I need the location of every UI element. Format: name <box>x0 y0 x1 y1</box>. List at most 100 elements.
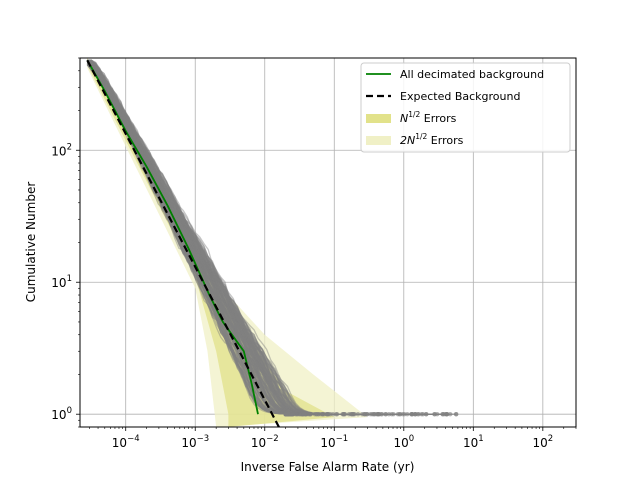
trial-curve <box>86 61 292 415</box>
x-tick-label: 101 <box>463 434 484 450</box>
trial-curve <box>87 59 304 415</box>
main-series <box>86 59 280 428</box>
trial-curve <box>86 63 379 415</box>
trial-endpoint <box>432 412 437 417</box>
trial-curve <box>86 59 304 415</box>
trial-curve <box>87 59 288 415</box>
trial-endpoint <box>383 412 388 417</box>
trial-curve <box>86 60 288 415</box>
trial-endpoint <box>376 412 382 417</box>
trial-curve <box>87 60 311 415</box>
trial-endpoint <box>341 412 346 417</box>
trial-curve <box>86 59 288 415</box>
trial-curve <box>87 63 290 415</box>
trial-curve <box>87 60 294 415</box>
trial-curve <box>86 64 346 415</box>
trial-curve <box>86 59 383 415</box>
trial-curve <box>87 59 424 415</box>
trial-curve <box>86 59 287 415</box>
trial-curve <box>86 62 311 415</box>
trial-curve <box>86 59 327 415</box>
trial-curve <box>87 62 416 415</box>
trial-endpoint <box>397 412 402 417</box>
trial-endpoint <box>386 412 392 417</box>
x-axis-ticks: 10−4 10−3 10−2 10−1 100 101 102 <box>89 427 577 450</box>
trial-endpoint <box>448 412 453 417</box>
x-tick-label: 10−1 <box>320 434 348 450</box>
y-tick-label: 102 <box>51 142 72 158</box>
trial-curve <box>87 59 376 415</box>
legend-box <box>360 62 571 153</box>
trial-curve <box>86 62 368 415</box>
trial-curve <box>86 63 317 415</box>
trial-curve <box>87 59 400 415</box>
legend-swatch-patch <box>366 114 391 123</box>
trial-curve <box>87 60 382 415</box>
legend-label: All decimated background <box>400 68 544 81</box>
trial-endpoint <box>440 412 445 417</box>
trial-curve <box>86 62 349 415</box>
expected-background-line <box>86 59 280 428</box>
trial-endpoint <box>364 412 370 417</box>
trial-curve <box>86 63 291 415</box>
trial-curve <box>86 64 353 415</box>
trial-curve <box>87 59 325 415</box>
trial-endpoint <box>285 412 290 417</box>
trial-curve <box>86 59 287 415</box>
trial-curve <box>86 59 287 415</box>
y-tick-label: 100 <box>51 406 72 422</box>
trial-curve <box>87 59 323 415</box>
trial-curve <box>86 59 447 415</box>
trial-curve <box>87 59 293 415</box>
trial-curve <box>86 60 307 415</box>
trial-curve <box>86 60 413 415</box>
x-tick-label: 10−3 <box>181 434 209 450</box>
trial-curve <box>86 60 457 415</box>
trial-curve <box>87 59 299 415</box>
trial-curve <box>87 59 287 415</box>
trial-curve <box>87 62 443 415</box>
trial-curve <box>86 63 287 415</box>
trial-curve <box>87 64 427 415</box>
trial-endpoint <box>355 412 361 417</box>
trial-curve <box>87 60 378 415</box>
trial-curve <box>87 59 317 415</box>
trial-curve <box>86 64 427 415</box>
trial-curve <box>86 63 300 415</box>
trial-curve <box>87 59 408 415</box>
trial-endpoint <box>312 412 317 417</box>
trial-curve <box>86 59 413 415</box>
trial-curve <box>86 59 354 415</box>
x-tick-label: 10−2 <box>251 434 279 450</box>
trial-curve <box>86 62 331 415</box>
legend-label: 2N1/2 Errors <box>400 132 464 147</box>
trial-curve <box>86 59 443 415</box>
trial-curve <box>86 64 334 415</box>
y-axis-label: Cumulative Number <box>24 182 38 303</box>
trial-curve <box>87 64 365 415</box>
trial-curve <box>86 59 366 415</box>
x-tick-label: 10−4 <box>112 434 140 450</box>
trial-curve <box>86 59 290 415</box>
trial-curve <box>86 59 311 415</box>
trial-curve <box>86 59 345 415</box>
trial-curve <box>87 59 392 415</box>
trial-curve <box>87 59 418 415</box>
trial-curve <box>86 59 328 415</box>
all-decimated-line <box>86 59 259 415</box>
trial-curve <box>87 59 303 415</box>
trial-curve <box>86 64 403 415</box>
trial-endpoint <box>419 412 424 417</box>
trial-curve <box>86 59 294 415</box>
trial-curve <box>87 61 290 415</box>
trial-endpoint <box>391 412 396 417</box>
trial-curve <box>87 59 287 415</box>
trial-endpoint <box>334 412 339 417</box>
trial-curve <box>86 59 401 415</box>
trial-curve <box>86 59 288 415</box>
trial-curve <box>87 62 294 415</box>
trial-curve <box>87 59 371 415</box>
trial-curves <box>86 59 459 417</box>
trial-curve <box>86 59 344 415</box>
trial-endpoint <box>454 412 459 417</box>
